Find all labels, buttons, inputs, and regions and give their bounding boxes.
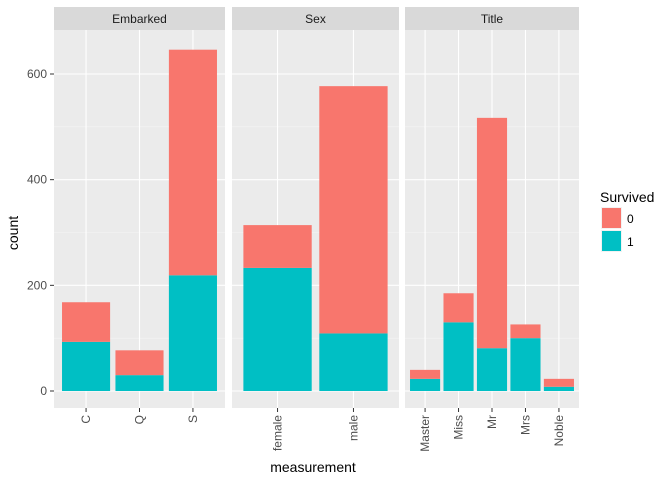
- y-tick-label: 600: [27, 67, 47, 81]
- bar-segment-mrs-survived-1: [510, 338, 541, 391]
- facet-strip-label: Embarked: [112, 12, 167, 26]
- bar-segment-miss-survived-1: [443, 322, 474, 391]
- x-tick-label: Q: [133, 415, 147, 424]
- bar-segment-c-survived-0: [62, 302, 111, 342]
- bar-segment-noble-survived-0: [543, 378, 574, 387]
- legend-title: Survived: [600, 189, 654, 205]
- y-tick-label: 400: [27, 173, 47, 187]
- facet-panel-embarked: Embarked C Q S: [54, 7, 225, 424]
- y-tick-label: 200: [27, 278, 47, 292]
- bar-segment-q-survived-1: [115, 375, 164, 391]
- bar-segment-mr-survived-1: [476, 348, 508, 391]
- bar-segment-female-survived-0: [243, 225, 312, 268]
- bar-segment-female-survived-1: [243, 267, 312, 391]
- x-tick-label: female: [271, 415, 285, 451]
- y-axis: 0 200 400 600: [27, 67, 54, 398]
- bar-segment-male-survived-1: [319, 333, 388, 391]
- facet-strip-label: Title: [481, 12, 504, 26]
- x-tick-label: male: [346, 415, 360, 441]
- facet-strip: [54, 7, 225, 30]
- bar-segment-q-survived-0: [115, 350, 164, 376]
- bar-segment-noble-survived-1: [543, 386, 574, 391]
- bar-segment-s-survived-1: [168, 275, 217, 391]
- y-tick-label: 0: [40, 384, 47, 398]
- bar-segment-c-survived-1: [62, 341, 111, 391]
- x-tick-label: Miss: [452, 415, 466, 440]
- bar-segment-miss-survived-0: [443, 293, 474, 323]
- legend-swatch-0: [602, 208, 621, 228]
- y-axis-title: count: [5, 216, 21, 250]
- facet-strip: [232, 7, 399, 30]
- x-axis-title: measurement: [270, 459, 356, 475]
- bar-segment-mrs-survived-0: [510, 324, 541, 339]
- x-tick-label: C: [79, 415, 93, 424]
- legend-label-0: 0: [627, 212, 634, 226]
- facet-strip: [405, 7, 579, 30]
- x-tick-label: Mrs: [518, 415, 532, 435]
- bar-segment-master-survived-1: [410, 378, 441, 391]
- x-tick-label: Mr: [485, 415, 499, 429]
- facet-panel-title: Title Master Miss Mr Mrs Noble: [405, 7, 579, 452]
- bar-segment-male-survived-0: [319, 86, 388, 334]
- legend: Survived 0 1: [600, 189, 654, 252]
- facet-panels: Embarked C Q S Sex female male Title Master Miss M…: [54, 7, 579, 452]
- bar-segment-s-survived-0: [168, 49, 217, 276]
- facet-panel-sex: Sex female male: [232, 7, 399, 451]
- bar-segment-mr-survived-0: [476, 117, 508, 349]
- x-tick-label: Master: [418, 415, 432, 452]
- x-tick-label: S: [186, 415, 200, 423]
- legend-swatch-1: [602, 231, 621, 251]
- legend-label-1: 1: [627, 235, 634, 249]
- bar-segment-master-survived-0: [410, 369, 441, 379]
- x-tick-label: Noble: [552, 415, 566, 447]
- facet-strip-label: Sex: [305, 12, 326, 26]
